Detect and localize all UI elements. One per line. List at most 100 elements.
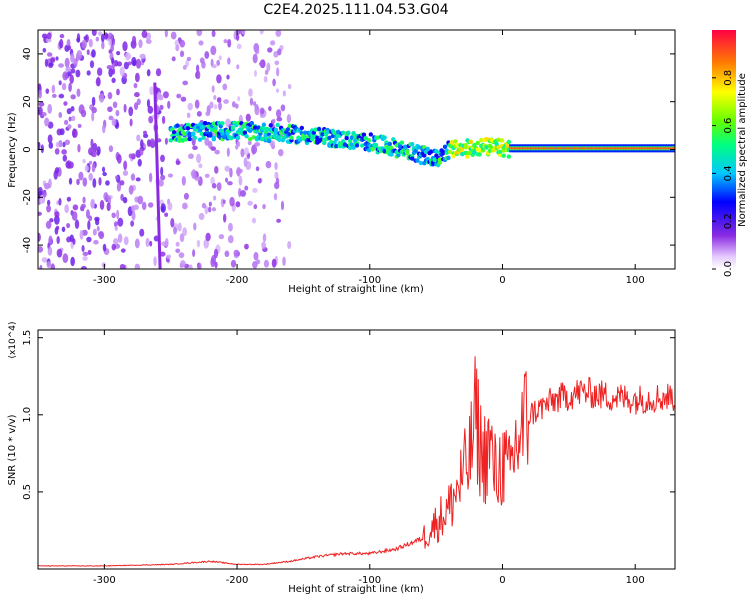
spectrogram-cell: [180, 260, 186, 268]
spectrogram-cell: [633, 147, 638, 150]
spectrogram-cell: [519, 147, 524, 150]
spectrogram-cell: [177, 222, 182, 232]
spectrogram-cell: [107, 92, 113, 100]
spectrogram-cell: [45, 220, 52, 229]
spectrogram-cell: [551, 147, 556, 150]
spectrogram-cell: [204, 173, 210, 178]
spectrogram-cell: [82, 251, 89, 256]
spectrogram-cell: [91, 96, 96, 106]
spectrogram-y-ticks: -40 -20 0 20 40: [22, 48, 675, 253]
spectrogram-cell: [160, 166, 164, 176]
spectrogram-cell: [548, 147, 553, 150]
spectrogram-cell: [567, 147, 572, 150]
spectrogram-cell: [64, 204, 69, 214]
spectrogram-cell: [287, 83, 292, 90]
spectrogram-cell: [72, 128, 76, 138]
spectrogram-cell: [134, 263, 141, 269]
spectrogram-cell: [179, 39, 186, 48]
spectrogram-cell: [434, 149, 439, 154]
spectrogram-cell: [278, 148, 284, 157]
spectrogram-cell: [128, 153, 134, 159]
spectrogram-cell: [116, 61, 123, 67]
spectrogram-cell: [65, 66, 72, 73]
spectrogram-cell: [233, 249, 240, 257]
spectrogram-cell: [122, 41, 128, 52]
spectrogram-cell: [270, 40, 276, 46]
spectrogram-cell: [252, 53, 258, 64]
spectrogram-cell: [559, 147, 564, 150]
spectrogram-cell: [623, 147, 628, 150]
spectrogram-cell: [182, 65, 187, 70]
snr-panel: -300 -200 -100 0 100 0.5 1.0 1.5 Height of str…: [7, 321, 676, 595]
spectrogram-cell: [44, 182, 50, 190]
colorbar-ticks: 0.0 0.2 0.4 0.6 0.8: [712, 70, 734, 277]
spectrogram-cell: [253, 251, 259, 261]
spectrogram-cell: [167, 100, 171, 109]
spectrogram-cell: [58, 63, 64, 68]
spectrogram-cell: [103, 192, 109, 201]
spectrogram-cell: [58, 198, 62, 206]
spectrogram-cell: [170, 217, 175, 228]
spectrogram-cell: [240, 30, 246, 35]
spectrogram-cell: [335, 130, 341, 135]
spectrogram-cell: [506, 139, 512, 145]
spectrogram-cell: [211, 207, 217, 212]
spectrogram-cell: [87, 220, 91, 231]
spectrogram-cell: [396, 152, 401, 158]
spectrogram-cell: [446, 155, 451, 161]
spectrogram-cell: [460, 151, 465, 157]
spectrogram-cell: [639, 147, 644, 150]
spectrogram-cell: [99, 199, 105, 210]
spectrogram-cell: [261, 122, 267, 127]
spectrogram-cell: [222, 199, 226, 204]
spectrogram-cell: [119, 66, 125, 77]
spectrogram-cell: [268, 123, 273, 128]
figure-title: C2E4.2025.111.04.53.G04: [263, 2, 448, 18]
spectrogram-cell: [236, 64, 240, 70]
x-tick-label: -200: [226, 575, 249, 586]
spectrogram-cell: [175, 131, 180, 137]
spectrogram-cell: [167, 173, 174, 178]
spectrogram-cell: [82, 256, 88, 261]
snr-frame: [37, 329, 676, 570]
spectrogram-cell: [174, 39, 180, 47]
spectrogram-cell: [262, 233, 267, 243]
spectrogram-cell: [143, 130, 148, 135]
spectrogram-cell: [38, 89, 42, 99]
spectrogram-cell: [93, 239, 99, 245]
spectrogram-cell: [247, 137, 253, 142]
colorbar: 0.0 0.2 0.4 0.6 0.8 Normalized spectral ampl…: [712, 30, 748, 277]
x-tick-label: 0: [499, 275, 505, 286]
spectrogram-cell: [66, 45, 72, 51]
spectrogram-cell: [135, 58, 142, 69]
spectrogram-cell: [111, 67, 116, 75]
spectrogram-cell: [67, 124, 72, 130]
spectrogram-cell: [70, 256, 75, 267]
spectrogram-cell: [325, 129, 330, 135]
spectrogram-cell: [127, 53, 132, 60]
spectrogram-cell: [437, 160, 443, 165]
spectrogram-cell: [106, 65, 113, 70]
spectrogram-cell: [197, 70, 201, 80]
spectrogram-cell: [244, 133, 249, 139]
spectrogram-cell: [158, 179, 164, 187]
spectrogram-cell: [273, 50, 279, 58]
spectrogram-cell: [180, 96, 187, 102]
spectrogram-cell: [173, 226, 177, 235]
spectrogram-cell: [79, 229, 84, 240]
spectrogram-cell: [342, 142, 348, 147]
spectrogram-cell: [51, 84, 56, 94]
spectrogram-cell: [90, 198, 96, 209]
spectrogram-cell: [58, 142, 64, 147]
spectrogram-cell: [75, 69, 81, 78]
spectrogram-cell: [554, 147, 559, 150]
spectrogram-cell: [80, 109, 87, 118]
spectrogram-cell: [227, 39, 232, 48]
spectrogram-cell: [71, 115, 76, 122]
spectrogram-cell: [410, 156, 415, 161]
colorbar-tick-label: 0.6: [723, 118, 734, 134]
spectrogram-cell: [253, 70, 257, 77]
spectrogram-cell: [222, 213, 227, 223]
spectrogram-cell: [499, 138, 505, 143]
spectrogram-cell: [160, 174, 166, 181]
